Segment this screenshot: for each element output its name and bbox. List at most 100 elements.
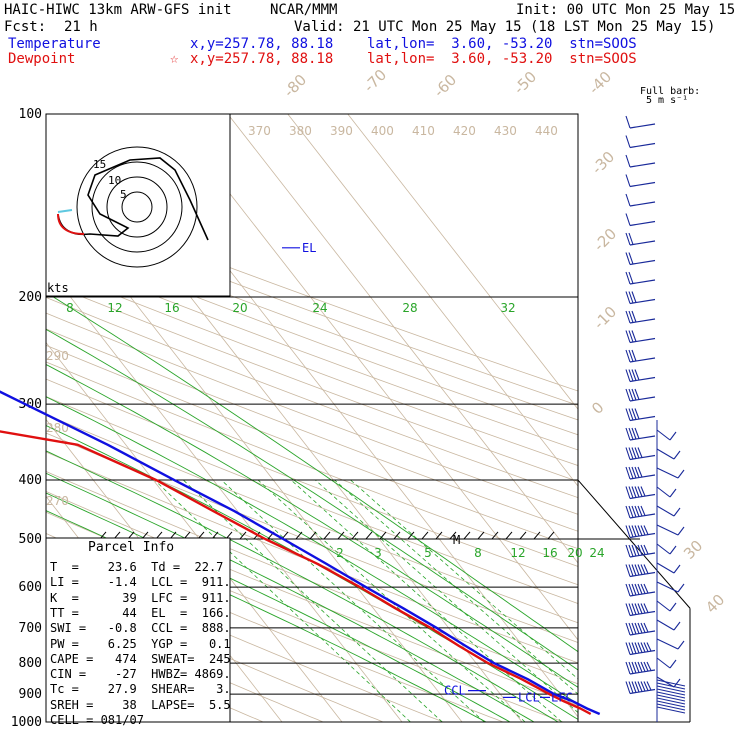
wind-barb: [625, 447, 656, 461]
temperature-trace: [0, 390, 601, 716]
wind-barb: [656, 619, 681, 631]
pressure-label: 200: [19, 290, 42, 305]
moist-adiabat-label: 16: [164, 301, 179, 315]
wind-barb: [625, 252, 656, 266]
wind-barb: [625, 271, 656, 285]
wind-barb: [656, 562, 681, 574]
isotherm-line: [347, 114, 578, 410]
wind-barb: [625, 427, 656, 441]
isotherm-line: [46, 264, 403, 722]
theta-left-label: 290: [46, 349, 69, 363]
pressure-label: 400: [19, 473, 42, 488]
wind-barb: [625, 330, 656, 344]
level-hatch: [323, 531, 331, 540]
level-hatch: [505, 531, 513, 540]
parcel-info-row: CIN = -27 HWBZ= 4869.: [50, 667, 231, 682]
level-hatch: [337, 531, 345, 540]
wind-barb: [656, 638, 685, 650]
dewpoint-legend-info: x,y=257.78, 88.18 lat,lon= 3.60, -53.20 …: [190, 51, 637, 67]
wind-barb: [656, 467, 685, 479]
pressure-label: 500: [19, 532, 42, 547]
pressure-label: 700: [19, 621, 42, 636]
pressure-label: 600: [19, 580, 42, 595]
hodograph-ring: [121, 191, 153, 223]
hodograph-ring: [91, 161, 183, 253]
mixing-ratio-label: 20: [567, 546, 582, 560]
wind-barb: [625, 213, 656, 227]
theta-label: 420: [453, 124, 476, 138]
hodograph-box: [45, 113, 231, 297]
wind-barb: [625, 544, 656, 558]
ccl-label: CCL: [444, 684, 466, 698]
pressure-label: 100: [19, 107, 42, 122]
theta-label: 400: [371, 124, 394, 138]
wind-barb: [656, 486, 677, 498]
isotherm-line: [46, 341, 343, 722]
init-time: Init: 00 UTC Mon 25 May 15: [516, 2, 736, 18]
level-hatch: [379, 531, 387, 540]
theta-left-label: 270: [46, 494, 69, 508]
wind-barb: [656, 682, 686, 690]
hodograph-ring-label: 10: [108, 174, 121, 187]
dry-adiabat-line: [46, 224, 578, 421]
moist-adiabat-label: 12: [107, 301, 122, 315]
wind-barb: [625, 232, 656, 246]
lcl-label: LCL: [518, 690, 540, 704]
isotherm-label: -70: [360, 66, 390, 96]
wind-barb: [625, 291, 656, 305]
dry-adiabat-line: [46, 344, 578, 550]
wind-barb: [625, 681, 656, 695]
wind-barb: [625, 525, 656, 539]
wind-barb: [625, 583, 656, 597]
wind-barb: [656, 694, 686, 702]
level-hatch: [393, 531, 401, 540]
parcel-info-row: CAPE = 474 SWEAT= 245: [50, 651, 231, 666]
isotherm-line: [227, 114, 578, 564]
wind-barb: [656, 691, 686, 699]
moist-adiabat-label: 20: [232, 301, 247, 315]
dry-adiabat-line: [46, 210, 578, 406]
wind-barb: [625, 135, 656, 149]
dry-adiabat-line: [46, 252, 578, 451]
wind-barb: [625, 642, 656, 656]
level-hatch: [295, 531, 303, 540]
org-label: NCAR/MMM: [270, 2, 338, 18]
level-hatch: [365, 531, 373, 540]
hodograph-trace-low: [57, 209, 73, 213]
level-hatch: [491, 531, 499, 540]
wind-barb: [625, 622, 656, 636]
level-hatch: [351, 531, 359, 540]
wind-barb: [625, 603, 656, 617]
dry-adiabat-line: [46, 312, 578, 515]
parcel-info-row: T = 23.6 Td = 22.7: [50, 560, 224, 574]
isotherm-label: -60: [430, 71, 460, 101]
mixing-ratio-label: 5: [424, 546, 432, 560]
valid-time: Valid: 21 UTC Mon 25 May 15 (18 LST Mon …: [294, 19, 716, 35]
wind-barb: [656, 685, 686, 693]
wind-barb: [656, 505, 681, 517]
wind-barb: [625, 466, 656, 480]
parcel-info-row: K = 39 LFC = 911.: [50, 590, 231, 605]
wind-barb: [625, 661, 656, 675]
mixing-ratio-label: 12: [510, 546, 525, 560]
dry-adiabat-line: [46, 328, 578, 532]
lfc-label: LFC: [551, 690, 573, 704]
level-hatch: [519, 531, 527, 540]
dry-adiabat-line: [46, 266, 578, 466]
dry-adiabat-line: [46, 196, 578, 392]
wind-panel-divider: [577, 479, 691, 609]
theta-label: 430: [494, 124, 517, 138]
wind-barb: [656, 600, 677, 612]
wind-barb: [656, 543, 677, 555]
wind-barb: [656, 700, 686, 708]
parcel-info-panel: [45, 537, 231, 723]
isotherm-label: 40: [702, 591, 728, 617]
wind-barb: [625, 369, 656, 383]
wind-barb: [656, 688, 686, 696]
wind-barb: [625, 193, 656, 207]
hodograph-units: kts: [47, 281, 69, 295]
mixing-ratio-label: 3: [374, 546, 382, 560]
level-hatch: [449, 531, 457, 540]
level-hatch: [463, 531, 471, 540]
